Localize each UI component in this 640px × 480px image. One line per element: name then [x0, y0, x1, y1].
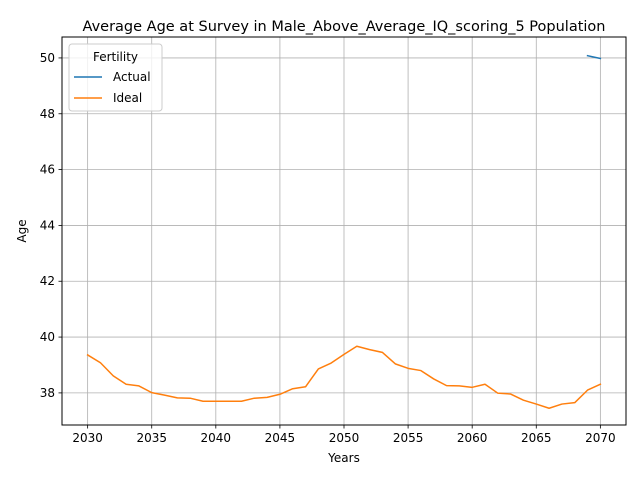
legend-title: Fertility	[93, 50, 138, 64]
x-tick-label: 2060	[457, 431, 488, 445]
x-axis: 2030 2035 2040 2045 2050 2055 2060 2065 2070	[72, 425, 616, 445]
y-axis: 38 40 42 44 46 48 50	[40, 51, 62, 400]
y-tick-label: 50	[40, 51, 55, 65]
legend-label-actual: Actual	[113, 70, 151, 84]
series-layer	[86, 54, 602, 409]
series-line-actual	[586, 54, 602, 60]
x-tick-label: 2065	[521, 431, 552, 445]
legend-label-ideal: Ideal	[113, 91, 142, 105]
x-tick-label: 2030	[72, 431, 103, 445]
legend: Fertility Actual Ideal	[68, 43, 163, 112]
y-tick-label: 44	[40, 218, 55, 232]
y-tick-label: 42	[40, 274, 55, 288]
x-tick-label: 2040	[201, 431, 232, 445]
y-tick-label: 46	[40, 163, 55, 177]
legend-box	[68, 43, 163, 112]
chart-title: Average Age at Survey in Male_Above_Aver…	[83, 19, 606, 35]
y-axis-label: Age	[15, 219, 29, 242]
x-tick-label: 2055	[393, 431, 424, 445]
x-tick-label: 2035	[136, 431, 167, 445]
x-tick-label: 2070	[585, 431, 616, 445]
x-tick-label: 2045	[265, 431, 296, 445]
x-axis-label: Years	[327, 451, 360, 465]
y-tick-label: 38	[40, 386, 55, 400]
y-tick-label: 40	[40, 330, 55, 344]
y-tick-label: 48	[40, 107, 55, 121]
x-tick-label: 2050	[329, 431, 360, 445]
series-line-ideal	[86, 345, 602, 409]
grid	[62, 37, 626, 425]
